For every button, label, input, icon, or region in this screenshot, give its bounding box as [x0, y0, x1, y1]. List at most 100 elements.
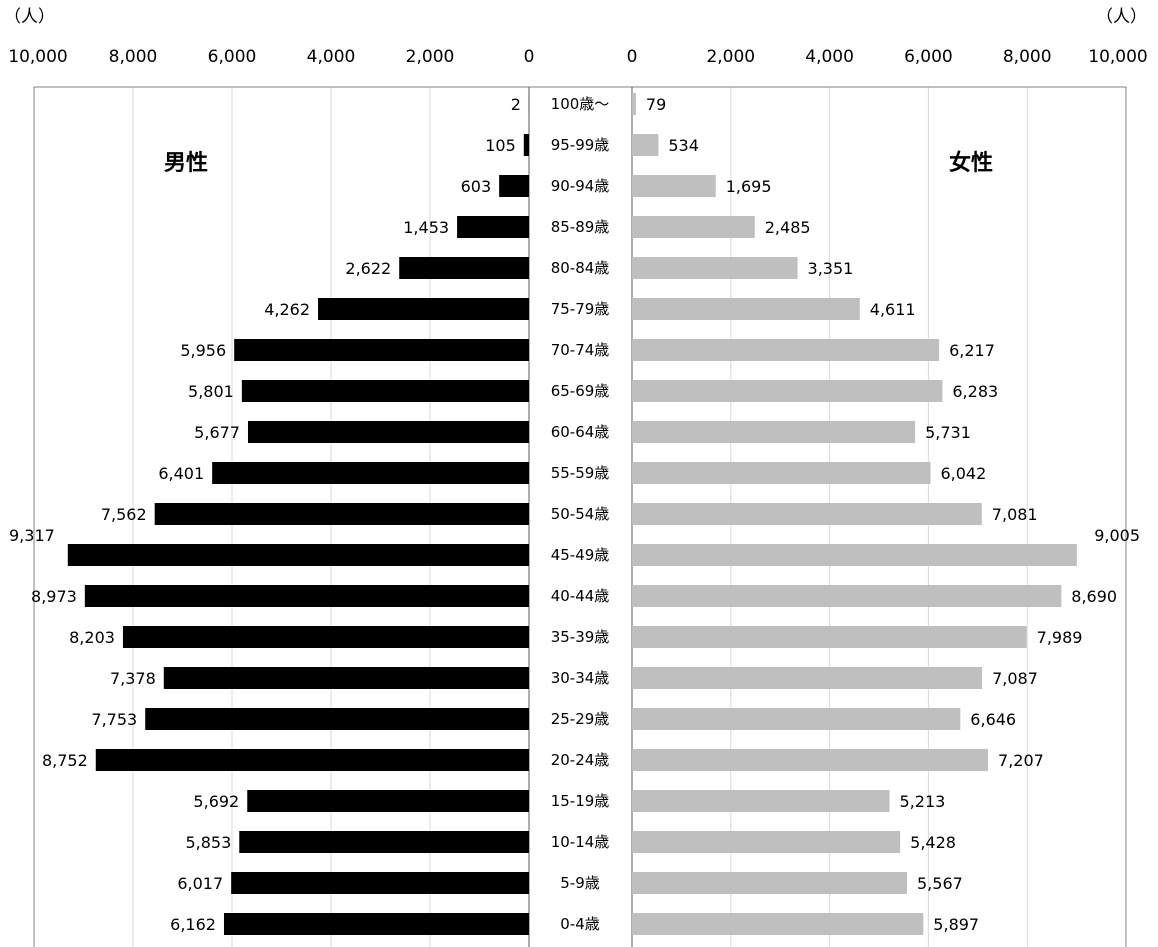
- axis-ticks: 10,000 8,000 6,000 4,000 2,000 0 0 2,000 4,000 6,…: [8, 47, 1147, 67]
- male-value-label: 6,162: [170, 915, 216, 934]
- x-tick-label-right: 0: [627, 47, 638, 67]
- female-bar: [632, 380, 943, 402]
- female-bar: [632, 585, 1062, 607]
- female-value-label: 7,081: [992, 505, 1038, 524]
- age-group-label: 40-44歳: [551, 587, 610, 605]
- female-value-label: 6,283: [952, 382, 998, 401]
- male-value-label: 6,017: [177, 874, 223, 893]
- female-value-label: 5,428: [910, 833, 956, 852]
- female-bar: [632, 544, 1077, 566]
- female-bar: [632, 298, 860, 320]
- age-group-label: 90-94歳: [551, 177, 610, 195]
- female-bar: [632, 421, 916, 443]
- female-value-label: 5,567: [917, 874, 963, 893]
- age-group-label: 10-14歳: [551, 833, 610, 851]
- male-value-label: 8,203: [69, 628, 115, 647]
- male-bar: [241, 380, 529, 402]
- male-bar: [154, 503, 529, 525]
- female-panel-label: 女性: [949, 150, 993, 176]
- x-tick-label-left: 8,000: [109, 47, 158, 67]
- age-group-label: 25-29歳: [551, 710, 610, 728]
- male-bar: [145, 708, 529, 730]
- male-bar: [67, 544, 529, 566]
- male-value-label: 5,956: [180, 341, 226, 360]
- male-value-label: 603: [461, 177, 492, 196]
- bars: [67, 93, 1077, 935]
- female-bar: [632, 831, 901, 853]
- female-value-label: 6,217: [949, 341, 995, 360]
- female-bar: [632, 790, 890, 812]
- male-value-label: 4,262: [264, 300, 310, 319]
- age-group-label: 95-99歳: [551, 136, 610, 154]
- female-bar: [632, 93, 636, 115]
- male-bar: [212, 462, 529, 484]
- female-value-label: 79: [646, 95, 666, 114]
- female-bar: [632, 257, 798, 279]
- age-group-label: 0-4歳: [560, 915, 600, 933]
- x-tick-label-right: 4,000: [805, 47, 854, 67]
- male-bar: [399, 257, 529, 279]
- x-tick-label-right: 10,000: [1088, 47, 1147, 67]
- male-value-label: 2,622: [345, 259, 391, 278]
- female-bar: [632, 749, 989, 771]
- age-group-label: 15-19歳: [551, 792, 610, 810]
- female-bar: [632, 503, 982, 525]
- age-group-label: 30-34歳: [551, 669, 610, 687]
- female-value-label: 7,207: [998, 751, 1044, 770]
- age-group-label: 50-54歳: [551, 505, 610, 523]
- x-tick-label-left: 10,000: [8, 47, 67, 67]
- unit-label-right: （人）: [1096, 7, 1147, 27]
- x-tick-label-left: 6,000: [208, 47, 257, 67]
- female-bar: [632, 667, 983, 689]
- data-labels: 100歳～ 2 79 95-99歳 105 534 90-94歳 603 1,695 85-89歳…: [9, 95, 1140, 934]
- male-bar: [84, 585, 530, 607]
- female-value-label: 7,989: [1037, 628, 1083, 647]
- male-value-label: 2: [511, 95, 521, 114]
- female-bar: [632, 626, 1027, 648]
- age-group-label: 60-64歳: [551, 423, 610, 441]
- x-tick-label-left: 0: [524, 47, 535, 67]
- male-bar: [234, 339, 530, 361]
- male-bar: [231, 872, 529, 894]
- male-value-label: 8,973: [31, 587, 77, 606]
- female-value-label: 2,485: [765, 218, 811, 237]
- x-tick-label-right: 8,000: [1003, 47, 1052, 67]
- age-group-label: 55-59歳: [551, 464, 610, 482]
- female-value-label: 5,897: [933, 915, 979, 934]
- male-bar: [499, 175, 529, 197]
- x-tick-label-right: 2,000: [706, 47, 755, 67]
- age-group-label: 100歳～: [551, 95, 610, 113]
- female-bar: [632, 175, 716, 197]
- male-bar: [523, 134, 529, 156]
- female-bar: [632, 872, 908, 894]
- female-bar: [632, 913, 924, 935]
- female-bar: [632, 339, 940, 361]
- female-value-label: 9,005: [1094, 526, 1140, 545]
- age-group-label: 65-69歳: [551, 382, 610, 400]
- male-bar: [247, 790, 529, 812]
- male-bar: [163, 667, 529, 689]
- female-value-label: 6,042: [940, 464, 986, 483]
- male-bar: [122, 626, 529, 648]
- unit-label-left: （人）: [4, 7, 55, 27]
- female-bar: [632, 216, 755, 238]
- female-value-label: 4,611: [870, 300, 916, 319]
- female-value-label: 8,690: [1071, 587, 1117, 606]
- x-tick-label-left: 4,000: [307, 47, 356, 67]
- x-tick-label-left: 2,000: [406, 47, 455, 67]
- male-bar: [223, 913, 529, 935]
- age-group-label: 5-9歳: [560, 874, 600, 892]
- male-value-label: 7,378: [110, 669, 156, 688]
- female-value-label: 6,646: [970, 710, 1016, 729]
- male-value-label: 5,677: [194, 423, 240, 442]
- male-value-label: 5,692: [193, 792, 239, 811]
- female-value-label: 534: [668, 136, 699, 155]
- male-bar: [457, 216, 529, 238]
- male-value-label: 5,853: [185, 833, 231, 852]
- male-bar: [239, 831, 530, 853]
- female-value-label: 5,213: [900, 792, 946, 811]
- age-group-label: 20-24歳: [551, 751, 610, 769]
- age-group-label: 85-89歳: [551, 218, 610, 236]
- male-bar: [95, 749, 529, 771]
